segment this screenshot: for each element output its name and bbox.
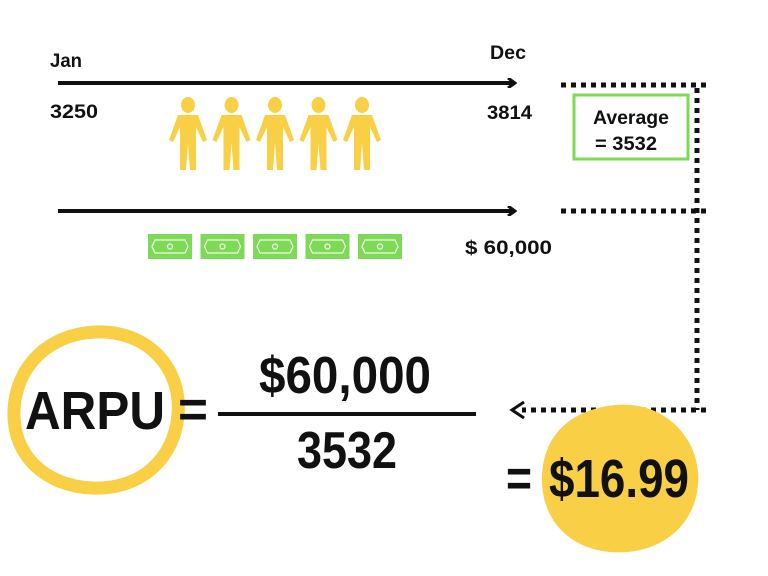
- arpu-label: ARPU: [25, 381, 165, 441]
- average-box: [572, 93, 690, 161]
- start-month-label: Jan: [50, 51, 82, 72]
- banknote-icon: [200, 234, 245, 259]
- people-icons: [169, 97, 381, 170]
- numerator: $60,000: [259, 347, 431, 405]
- person-icon: [343, 97, 381, 170]
- banknote-icon: [253, 234, 297, 259]
- banknote-icon: [358, 234, 402, 259]
- result-highlight-blob: [541, 404, 699, 553]
- formula-equals: =: [178, 381, 208, 439]
- result-value: $16.99: [549, 449, 689, 509]
- person-icon: [299, 97, 338, 170]
- start-users-value: 3250: [50, 102, 98, 123]
- banknote-icon: [148, 234, 192, 259]
- money-icons: [148, 234, 402, 259]
- denominator: 3532: [297, 422, 397, 480]
- arpu-highlight-circle: [7, 325, 185, 495]
- average-value: = 3532: [595, 134, 657, 155]
- banknote-icon: [305, 234, 350, 259]
- average-label: Average: [593, 108, 669, 129]
- revenue-value: $ 60,000: [465, 238, 552, 259]
- result-equals: =: [506, 450, 532, 508]
- person-icon: [212, 97, 251, 170]
- end-month-label: Dec: [490, 43, 526, 64]
- person-icon: [169, 97, 207, 170]
- end-users-value: 3814: [487, 103, 532, 124]
- connector-arrowhead-icon: [509, 400, 525, 420]
- person-icon: [256, 97, 294, 170]
